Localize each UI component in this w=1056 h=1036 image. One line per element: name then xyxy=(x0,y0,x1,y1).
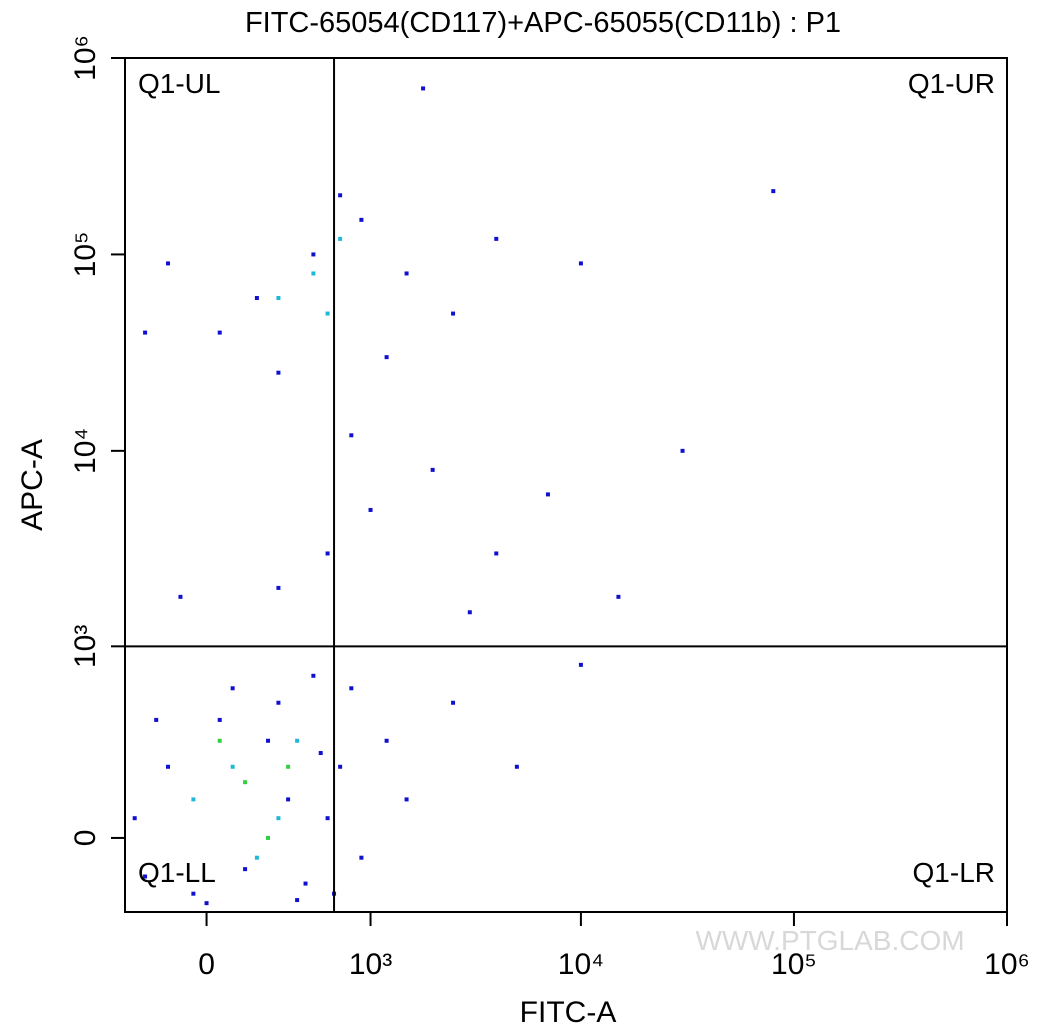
point xyxy=(349,686,354,691)
point xyxy=(349,433,354,438)
point xyxy=(384,355,389,360)
point xyxy=(680,448,685,453)
point xyxy=(303,881,308,886)
quadrant-label: Q1-UL xyxy=(138,68,220,99)
point xyxy=(154,717,159,722)
point xyxy=(286,797,291,802)
point xyxy=(243,780,248,785)
point xyxy=(295,898,300,903)
point xyxy=(384,738,389,743)
point xyxy=(266,835,271,840)
point xyxy=(421,86,426,91)
point xyxy=(311,252,316,257)
point xyxy=(578,662,583,667)
point xyxy=(494,551,499,556)
point xyxy=(254,296,259,301)
plot-frame xyxy=(124,57,1008,913)
point xyxy=(514,764,519,769)
x-axis-label: FITC-A xyxy=(520,996,617,1029)
point xyxy=(404,797,409,802)
point xyxy=(286,764,291,769)
x-tick-label: 0 xyxy=(198,948,215,981)
point xyxy=(338,764,343,769)
point xyxy=(311,271,316,276)
y-tick-label: 10⁶ xyxy=(69,35,102,81)
x-tick-label: 10³ xyxy=(349,948,392,981)
point xyxy=(217,330,222,335)
watermark: WWW.PTGLAB.COM xyxy=(695,925,964,956)
point xyxy=(318,751,323,756)
point xyxy=(451,700,456,705)
point xyxy=(254,855,259,860)
quadrant-label: Q1-LL xyxy=(138,857,216,888)
point xyxy=(143,330,148,335)
y-axis-label: APC-A xyxy=(16,439,49,531)
point xyxy=(338,236,343,241)
point xyxy=(166,261,171,266)
x-tick-label: 10⁶ xyxy=(984,948,1030,981)
point xyxy=(132,816,137,821)
y-tick-label: 10³ xyxy=(69,625,102,668)
point xyxy=(166,764,171,769)
point xyxy=(143,874,148,879)
x-tick-label: 10⁵ xyxy=(771,948,817,981)
point xyxy=(359,855,364,860)
point xyxy=(276,816,281,821)
point xyxy=(191,797,196,802)
point xyxy=(311,673,316,678)
point xyxy=(325,816,330,821)
point xyxy=(217,738,222,743)
point xyxy=(578,261,583,266)
point xyxy=(368,507,373,512)
point xyxy=(243,867,248,872)
point xyxy=(404,271,409,276)
point xyxy=(616,594,621,599)
quadrant-label: Q1-LR xyxy=(913,857,995,888)
point xyxy=(204,901,209,906)
point xyxy=(771,189,776,194)
point xyxy=(230,686,235,691)
point xyxy=(467,610,472,615)
point xyxy=(295,738,300,743)
y-tick-label: 0 xyxy=(69,830,102,847)
point xyxy=(217,717,222,722)
y-tick-label: 10⁴ xyxy=(69,428,102,474)
point xyxy=(178,594,183,599)
point xyxy=(325,311,330,316)
point xyxy=(191,891,196,896)
point xyxy=(276,296,281,301)
point xyxy=(266,738,271,743)
point xyxy=(276,700,281,705)
y-tick-label: 10⁵ xyxy=(69,232,102,278)
point xyxy=(230,764,235,769)
point xyxy=(430,467,435,472)
point xyxy=(359,217,364,222)
point xyxy=(545,492,550,497)
point xyxy=(338,193,343,198)
point xyxy=(451,311,456,316)
quadrant-label: Q1-UR xyxy=(908,68,995,99)
x-tick-label: 10⁴ xyxy=(558,948,604,981)
point xyxy=(494,236,499,241)
point xyxy=(276,370,281,375)
chart-title: FITC-65054(CD117)+APC-65055(CD11b) : P1 xyxy=(245,7,841,39)
point xyxy=(325,551,330,556)
point xyxy=(276,585,281,590)
